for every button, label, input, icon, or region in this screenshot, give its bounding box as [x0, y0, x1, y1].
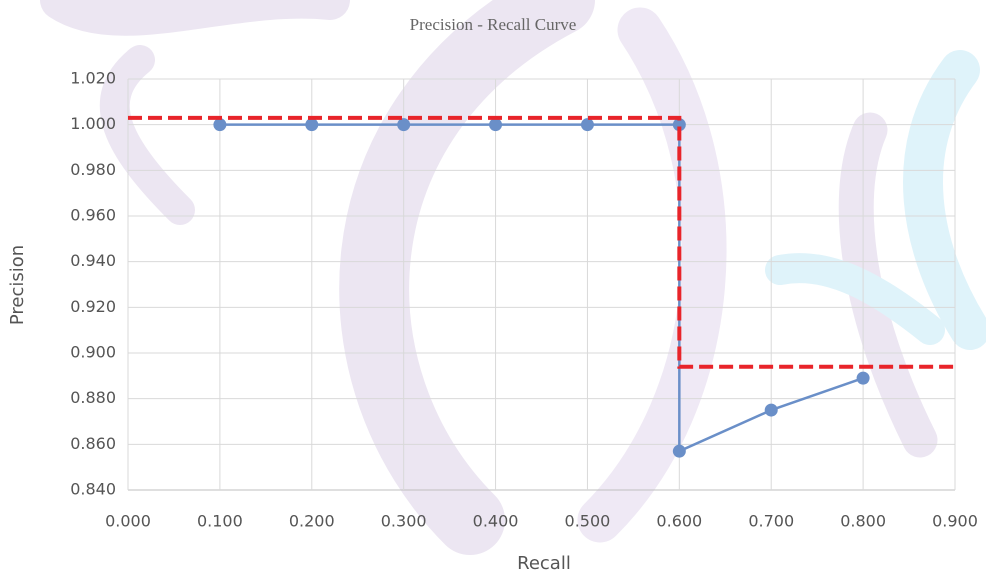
y-tick-label: 1.000 — [70, 114, 116, 133]
y-tick-label: 0.840 — [70, 480, 116, 499]
x-tick-label: 0.600 — [656, 512, 702, 531]
x-tick-label: 0.200 — [289, 512, 335, 531]
y-tick-label: 0.900 — [70, 343, 116, 362]
series-line — [220, 125, 863, 452]
x-axis-title: Recall — [517, 553, 571, 574]
y-tick-label: 0.980 — [70, 160, 116, 179]
data-point — [305, 118, 318, 131]
data-point — [857, 372, 870, 385]
data-point — [397, 118, 410, 131]
x-tick-label: 0.000 — [105, 512, 151, 531]
x-tick-label: 0.500 — [565, 512, 611, 531]
x-tick-label: 0.800 — [840, 512, 886, 531]
data-point — [213, 118, 226, 131]
y-tick-label: 0.940 — [70, 251, 116, 270]
data-point — [673, 445, 686, 458]
data-point — [489, 118, 502, 131]
x-tick-label: 0.900 — [932, 512, 978, 531]
dashed-line — [128, 118, 955, 367]
data-point — [581, 118, 594, 131]
x-tick-label: 0.400 — [473, 512, 519, 531]
y-axis-title: Precision — [7, 245, 28, 325]
data-point — [765, 404, 778, 417]
y-tick-label: 0.920 — [70, 297, 116, 316]
x-tick-label: 0.100 — [197, 512, 243, 531]
watermark — [60, 0, 970, 520]
y-tick-label: 0.880 — [70, 388, 116, 407]
x-tick-label: 0.300 — [381, 512, 427, 531]
y-tick-label: 1.020 — [70, 69, 116, 88]
chart-title: Precision - Recall Curve — [410, 15, 577, 34]
chart: Precision - Recall Curve Recall Precisio… — [0, 0, 986, 575]
y-tick-label: 0.860 — [70, 434, 116, 453]
x-tick-label: 0.700 — [748, 512, 794, 531]
y-tick-label: 0.960 — [70, 206, 116, 225]
